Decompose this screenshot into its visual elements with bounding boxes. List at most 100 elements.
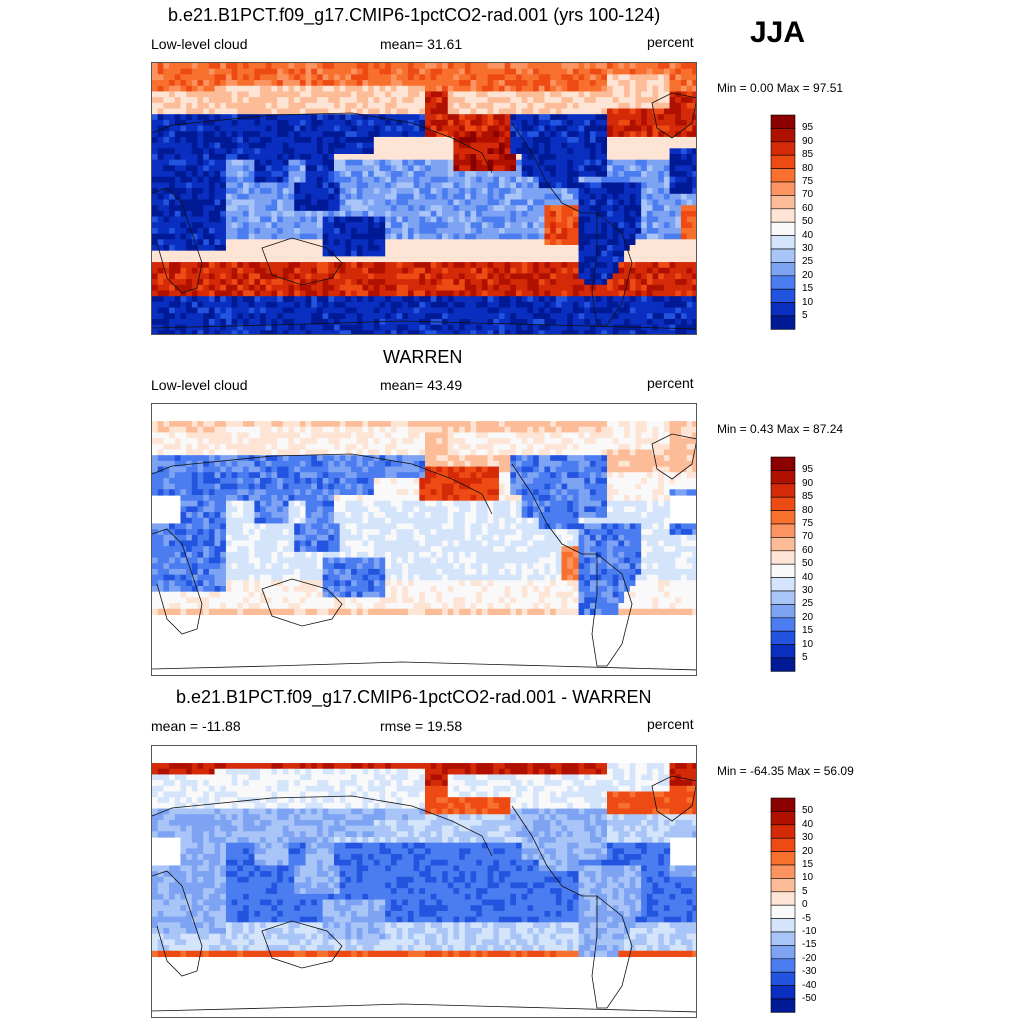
colorbar-swatch [770, 221, 796, 236]
colorbar-tick-label: 95 [802, 464, 814, 476]
colorbar-tick-label: -5 [802, 912, 811, 924]
colorbar-tick-label: 95 [802, 122, 814, 134]
colorbar-swatch [770, 604, 796, 619]
colorbar-swatch [770, 168, 796, 183]
colorbar-tick-label: 20 [802, 611, 814, 623]
colorbar-tick-label: 70 [802, 531, 814, 543]
panel-left-label: Low-level cloud [151, 377, 248, 393]
colorbar-tick-label: 15 [802, 283, 814, 295]
colorbar-swatch [770, 208, 796, 223]
colorbar-tick-label: 85 [802, 149, 814, 161]
colorbar-tick-label: 70 [802, 189, 814, 201]
colorbar-tick-label: 15 [802, 625, 814, 637]
colorbar-tick-label: 30 [802, 243, 814, 254]
colorbar-tick-label: 75 [802, 176, 814, 187]
colorbar-swatch [770, 958, 796, 973]
colorbar-tick-label: 50 [802, 558, 814, 570]
colorbar-swatch [770, 141, 796, 156]
colorbar-swatch [770, 275, 796, 290]
colorbar-tick-label: -20 [802, 952, 817, 964]
colorbar-tick-label: -40 [802, 979, 817, 991]
colorbar-tick-label: 30 [802, 585, 814, 596]
map-obs [151, 403, 697, 676]
colorbar-tick-label: 40 [802, 229, 814, 241]
colorbar-tick-label: 50 [802, 805, 814, 817]
colorbar-swatch [770, 811, 796, 826]
colorbar-swatch [770, 128, 796, 143]
colorbar-swatch [770, 510, 796, 525]
colorbar-swatch [770, 590, 796, 605]
colorbar-swatch [770, 114, 796, 129]
colorbar-tick-label: -10 [802, 926, 817, 937]
colorbar-tick-label: 75 [802, 518, 814, 529]
colorbar-swatch [770, 878, 796, 893]
panel-left-label: Low-level cloud [151, 36, 248, 52]
season-label: JJA [750, 16, 806, 49]
colorbar-tick-label: 90 [802, 135, 814, 147]
colorbar-swatch [770, 851, 796, 866]
colorbar-swatch [770, 235, 796, 250]
colorbar-swatch [770, 985, 796, 1000]
colorbar-swatch [770, 154, 796, 169]
colorbar-swatch [770, 797, 796, 812]
colorbar-tick-label: 0 [802, 899, 808, 911]
colorbar-swatch [770, 288, 796, 303]
colorbar-diff: 50 40 30 20 15 10 5 0 -5 -10 -15 -20 -30 -40 -50 [770, 797, 830, 1013]
colorbar-tick-label: 10 [802, 872, 814, 884]
colorbar-swatch [770, 644, 796, 659]
colorbar-tick-label: 60 [802, 202, 814, 214]
panel-units-label: percent [647, 716, 694, 732]
colorbar-swatch [770, 824, 796, 839]
colorbar-swatch [770, 483, 796, 498]
panel-title: b.e21.B1PCT.f09_g17.CMIP6-1pctCO2-rad.00… [168, 5, 661, 25]
panel-units-label: percent [647, 34, 694, 50]
colorbar-tick-label: 10 [802, 638, 814, 650]
colorbar-tick-label: -50 [802, 993, 817, 1004]
panel-title: b.e21.B1PCT.f09_g17.CMIP6-1pctCO2-rad.00… [176, 687, 652, 707]
colorbar-tick-label: 80 [802, 162, 814, 174]
colorbar-swatch [770, 931, 796, 946]
colorbar-swatch [770, 891, 796, 906]
colorbar-tick-label: 20 [802, 269, 814, 281]
colorbar-boxes [770, 797, 796, 1013]
colorbar-tick-label: -15 [802, 939, 817, 951]
colorbar-tick-label: 5 [802, 652, 808, 663]
colorbar-swatch [770, 302, 796, 317]
colorbar-swatch [770, 248, 796, 263]
panel-minmax: Min = -64.35 Max = 56.09 [717, 764, 854, 778]
colorbar-swatch [770, 971, 796, 986]
colorbar-swatch [770, 617, 796, 632]
colorbar-swatch [770, 837, 796, 852]
panel-minmax: Min = 0.00 Max = 97.51 [717, 81, 844, 95]
panel-units-label: percent [647, 375, 694, 391]
colorbar-swatch [770, 550, 796, 565]
colorbar-tick-label: 5 [802, 885, 808, 897]
colorbar-swatch [770, 456, 796, 471]
colorbar-swatch [770, 315, 796, 330]
colorbar-swatch [770, 195, 796, 210]
colorbar-tick-label: 85 [802, 491, 814, 503]
colorbar-tick-label: 60 [802, 544, 814, 556]
panel-mean-label: mean = -11.88 [151, 718, 241, 734]
colorbar-swatch [770, 657, 796, 672]
colorbar-boxes [770, 456, 796, 672]
colorbar-swatch [770, 496, 796, 511]
colorbar-swatch [770, 181, 796, 196]
colorbar-tick-label: 15 [802, 859, 814, 870]
colorbar-swatch [770, 563, 796, 578]
colorbar-swatch [770, 537, 796, 552]
colorbar-swatch [770, 945, 796, 960]
colorbar-tick-label: -30 [802, 966, 817, 978]
colorbar-boxes [770, 114, 796, 330]
colorbar-obs: 95 90 85 80 75 70 60 50 40 30 25 20 15 10 5 [770, 456, 830, 672]
panel-rmse-label: rmse = 19.58 [380, 718, 463, 734]
colorbar-tick-label: 80 [802, 504, 814, 516]
panel-mean-label: mean= 43.49 [380, 377, 463, 393]
colorbar-tick-label: 5 [802, 310, 808, 321]
colorbar-tick-label: 10 [802, 296, 814, 308]
panel-mean-label: mean= 31.61 [380, 36, 463, 52]
map-diff [151, 745, 697, 1018]
colorbar-tick-label: 40 [802, 571, 814, 583]
colorbar-swatch [770, 904, 796, 919]
colorbar-swatch [770, 523, 796, 538]
